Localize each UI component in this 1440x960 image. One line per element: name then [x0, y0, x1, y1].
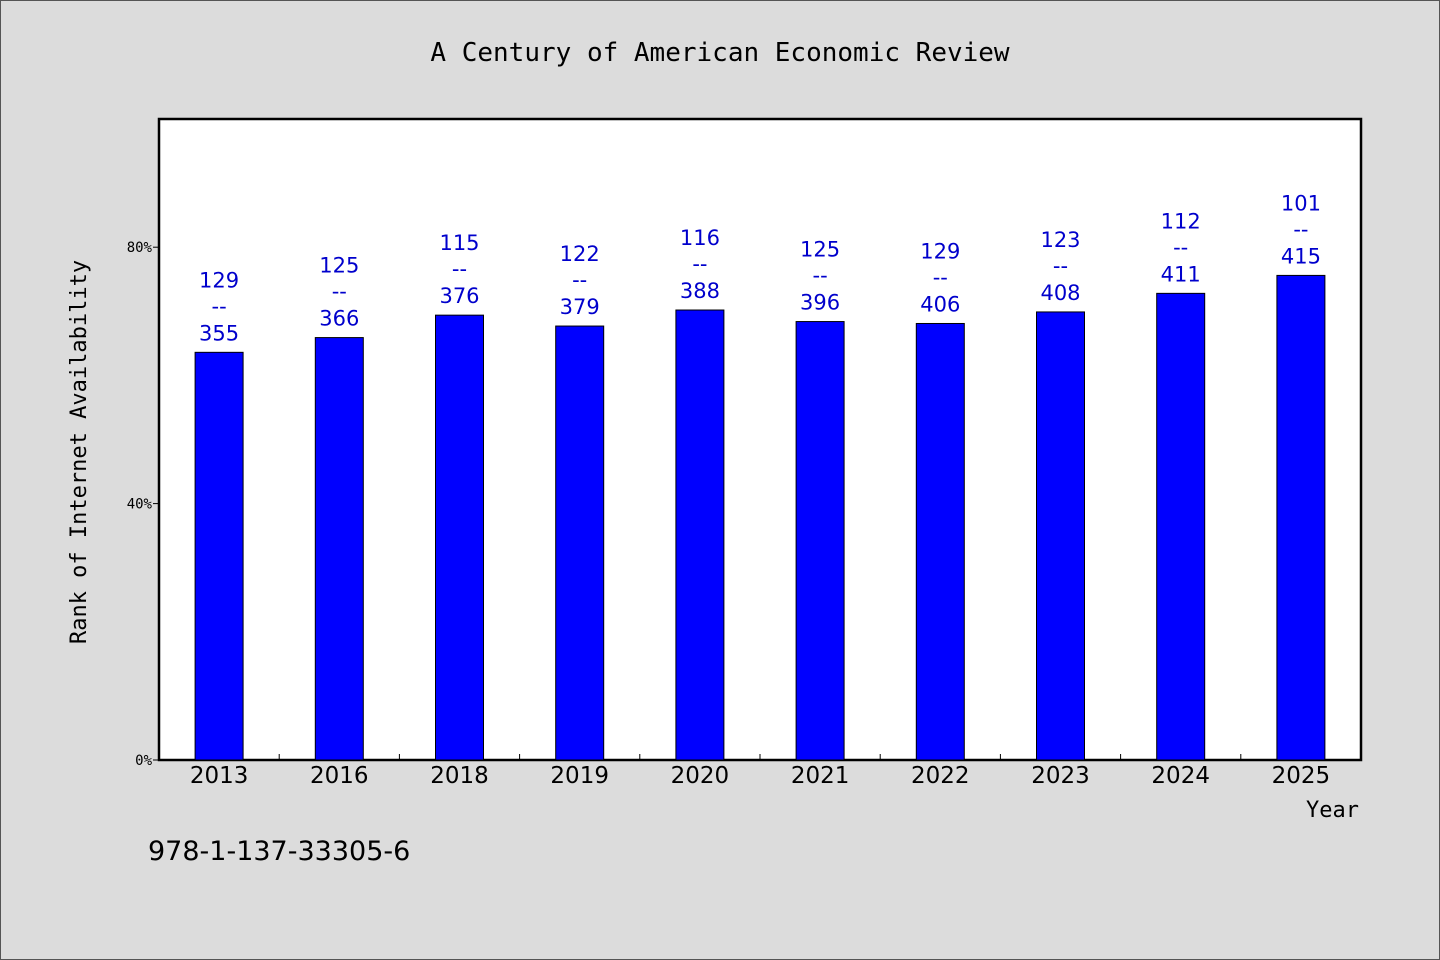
- bar-label-top-2021: 125: [800, 238, 840, 262]
- isbn-code: 978-1-137-33305-6: [148, 836, 411, 867]
- x-tick-label-2025: 2025: [1272, 763, 1331, 789]
- bar-label-sep-2020: --: [692, 252, 707, 276]
- bar-2020: [675, 309, 725, 761]
- bar-label-top-2016: 125: [319, 254, 359, 278]
- bar-label-top-2024: 112: [1161, 209, 1201, 233]
- y-axis: 0% 40% 80%: [127, 240, 159, 769]
- bar-2025: [1276, 274, 1326, 761]
- bar-2021: [795, 321, 845, 761]
- bar-label-bottom-2023: 408: [1040, 281, 1080, 305]
- bar-label-sep-2025: --: [1293, 217, 1308, 241]
- bar-label-bottom-2022: 406: [920, 292, 960, 316]
- bar-label-top-2025: 101: [1281, 191, 1321, 215]
- x-axis-label: Year: [1306, 798, 1359, 823]
- bar-2024: [1156, 292, 1206, 761]
- x-tick-label-2019: 2019: [550, 763, 609, 789]
- y-tick-label-1: 40%: [127, 497, 153, 513]
- bar-label-sep-2021: --: [813, 264, 828, 288]
- x-tick-label-2018: 2018: [430, 763, 489, 789]
- bar-label-sep-2018: --: [452, 257, 467, 281]
- x-tick-label-2024: 2024: [1151, 763, 1210, 789]
- bar-label-bottom-2020: 388: [680, 279, 720, 303]
- x-axis: 2013 2016 2018 2019 2020 2021 2022 2023 2024 2025: [190, 754, 1330, 789]
- y-tick-label-0: 0%: [135, 753, 152, 769]
- bar-label-bottom-2024: 411: [1161, 262, 1201, 286]
- bar-label-bottom-2018: 376: [439, 284, 479, 308]
- y-tick-label-2: 80%: [127, 240, 153, 256]
- bar-2018: [435, 314, 484, 761]
- bar-label-bottom-2025: 415: [1281, 244, 1321, 268]
- bar-label-sep-2024: --: [1173, 235, 1188, 259]
- bar-label-sep-2023: --: [1053, 254, 1068, 278]
- bar-label-top-2018: 115: [439, 231, 479, 255]
- bar-label-bottom-2016: 366: [319, 307, 359, 331]
- bar-2016: [314, 337, 364, 761]
- bar-2013: [194, 351, 244, 761]
- x-tick-label-2020: 2020: [671, 763, 730, 789]
- bar-2023: [1036, 311, 1085, 761]
- chart-title: A Century of American Economic Review: [430, 38, 1010, 68]
- x-tick-label-2022: 2022: [911, 763, 970, 789]
- bar-label-sep-2022: --: [933, 265, 948, 289]
- bar-label-bottom-2019: 379: [560, 295, 600, 319]
- x-tick-label-2016: 2016: [310, 763, 369, 789]
- bar-label-top-2020: 116: [680, 226, 720, 250]
- bars-group: [194, 274, 1326, 761]
- bar-2019: [555, 325, 605, 761]
- bar-label-bottom-2021: 396: [800, 291, 840, 315]
- x-tick-label-2013: 2013: [190, 763, 249, 789]
- x-tick-label-2021: 2021: [791, 763, 850, 789]
- x-tick-label-2023: 2023: [1031, 763, 1090, 789]
- bar-label-top-2023: 123: [1040, 228, 1080, 252]
- bar-labels-group: 355--129366--125376--115379--122388--116…: [199, 191, 1321, 345]
- bar-label-top-2019: 122: [560, 242, 600, 266]
- bar-label-sep-2016: --: [332, 280, 347, 304]
- bar-label-bottom-2013: 355: [199, 321, 239, 345]
- bar-label-sep-2019: --: [572, 268, 587, 292]
- y-axis-label: Rank of Internet Availability: [67, 260, 92, 644]
- bar-label-top-2013: 129: [199, 268, 239, 292]
- bar-2022: [915, 322, 965, 761]
- bar-label-sep-2013: --: [212, 294, 227, 318]
- bar-label-top-2022: 129: [920, 239, 960, 263]
